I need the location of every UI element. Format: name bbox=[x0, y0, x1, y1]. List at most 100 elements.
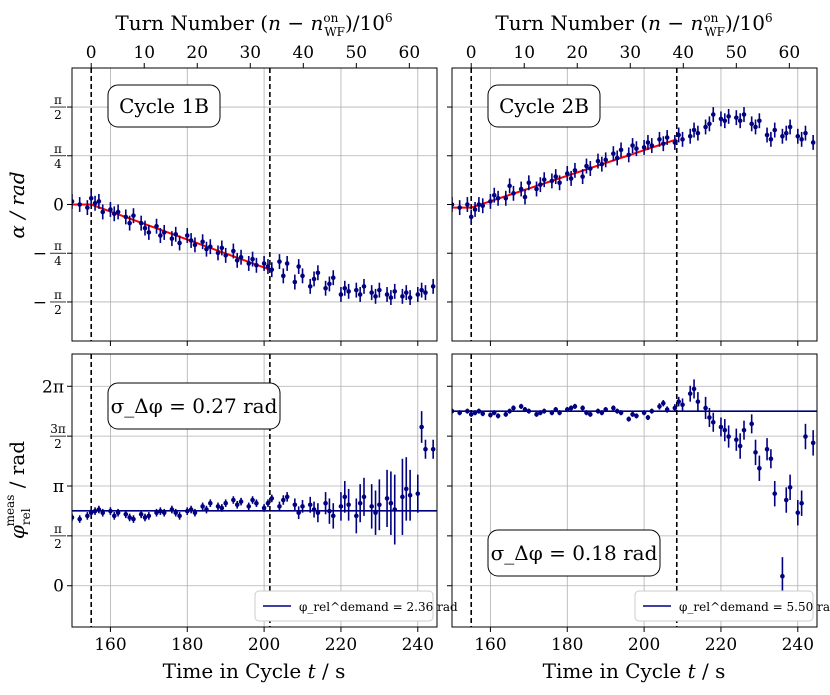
data-point bbox=[511, 405, 516, 411]
data-point bbox=[772, 127, 778, 133]
data-point bbox=[277, 259, 282, 264]
data-point bbox=[599, 161, 605, 167]
data-point bbox=[718, 116, 724, 122]
data-point bbox=[664, 135, 670, 140]
data-point bbox=[415, 292, 421, 297]
data-point bbox=[584, 163, 589, 169]
data-point bbox=[749, 421, 754, 427]
data-point bbox=[307, 502, 313, 508]
svg-text:−: − bbox=[33, 244, 47, 264]
legend-label: φ_rel^demand = 2.36 rad bbox=[299, 600, 458, 614]
data-point bbox=[234, 258, 240, 263]
svg-text:0: 0 bbox=[53, 196, 64, 216]
data-point bbox=[468, 214, 474, 220]
svg-text:π: π bbox=[54, 522, 62, 536]
data-point bbox=[131, 516, 136, 522]
data-point bbox=[246, 261, 252, 266]
x-axis-label-left: Time in Cycle t / s bbox=[163, 659, 346, 683]
x-tick-label: 240 bbox=[402, 635, 434, 655]
data-point bbox=[223, 500, 228, 506]
data-point bbox=[645, 415, 651, 420]
data-point bbox=[92, 508, 98, 514]
data-point bbox=[526, 180, 532, 186]
legend-box bbox=[634, 590, 814, 622]
data-point bbox=[254, 263, 259, 268]
data-point bbox=[300, 504, 305, 509]
annotation-text: σ_Δφ = 0.18 rad bbox=[491, 541, 658, 565]
x-tick-label: 220 bbox=[705, 635, 737, 655]
data-point bbox=[764, 446, 770, 452]
data-point bbox=[254, 500, 259, 506]
data-point bbox=[250, 256, 255, 262]
data-point bbox=[457, 410, 462, 416]
data-point bbox=[645, 140, 651, 145]
data-point bbox=[465, 202, 470, 207]
data-point bbox=[108, 207, 113, 212]
data-point bbox=[588, 412, 593, 417]
data-point bbox=[680, 137, 685, 142]
data-point bbox=[630, 143, 635, 148]
data-point bbox=[687, 133, 693, 139]
x-tick-label: 220 bbox=[325, 635, 357, 655]
data-point bbox=[85, 513, 90, 519]
data-point bbox=[161, 230, 167, 235]
data-point bbox=[269, 496, 275, 501]
data-point bbox=[127, 220, 132, 226]
data-point bbox=[580, 174, 585, 179]
data-point bbox=[330, 275, 336, 281]
data-point bbox=[292, 279, 298, 285]
data-point bbox=[111, 513, 117, 519]
data-point bbox=[346, 502, 351, 508]
data-point bbox=[354, 513, 359, 519]
data-point bbox=[557, 180, 562, 186]
data-point bbox=[369, 290, 374, 295]
data-point bbox=[549, 410, 555, 416]
data-point bbox=[630, 412, 635, 417]
data-point bbox=[88, 510, 94, 516]
data-point bbox=[342, 285, 348, 291]
svg-text:−: − bbox=[33, 293, 47, 313]
data-point bbox=[503, 195, 509, 201]
data-point bbox=[330, 513, 336, 519]
data-point bbox=[507, 408, 512, 414]
data-point bbox=[430, 446, 436, 452]
x-tick-label: 160 bbox=[94, 635, 126, 655]
data-point bbox=[810, 140, 816, 145]
data-point bbox=[204, 246, 209, 252]
data-point bbox=[480, 203, 486, 209]
data-point bbox=[284, 494, 290, 500]
data-point bbox=[618, 410, 624, 416]
data-point bbox=[377, 287, 382, 293]
data-point bbox=[522, 407, 528, 412]
y-tick-label: π bbox=[53, 477, 64, 497]
data-point bbox=[726, 114, 731, 119]
annotation-box bbox=[487, 529, 661, 577]
data-point bbox=[388, 500, 394, 506]
data-point bbox=[564, 407, 570, 412]
data-point bbox=[146, 230, 152, 235]
y-tick-label: π2 bbox=[50, 522, 66, 551]
data-point bbox=[261, 505, 267, 511]
data-point bbox=[223, 253, 228, 258]
data-point bbox=[284, 261, 290, 266]
data-point bbox=[810, 440, 816, 446]
data-point bbox=[88, 195, 94, 201]
top-tick-label: 40 bbox=[292, 43, 314, 63]
data-point bbox=[423, 446, 428, 452]
axes-frame bbox=[71, 353, 438, 628]
data-point bbox=[361, 494, 367, 500]
data-point bbox=[753, 124, 758, 130]
data-point bbox=[603, 407, 608, 412]
data-point bbox=[649, 143, 655, 148]
annotation-text: Cycle 2B bbox=[499, 94, 589, 118]
data-point bbox=[503, 412, 509, 417]
data-point bbox=[695, 399, 701, 404]
data-point bbox=[541, 177, 547, 182]
data-point bbox=[400, 494, 405, 500]
x-tick-label: 200 bbox=[248, 635, 280, 655]
data-point bbox=[757, 465, 762, 471]
x-tick-label: 200 bbox=[628, 635, 660, 655]
data-point bbox=[384, 496, 390, 501]
